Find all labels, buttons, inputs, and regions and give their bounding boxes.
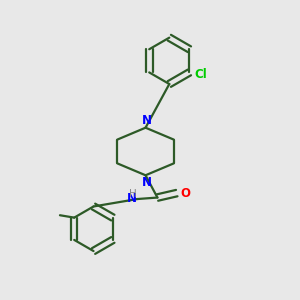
Text: N: N	[127, 192, 136, 205]
Text: H: H	[129, 189, 136, 199]
Text: O: O	[181, 187, 190, 200]
Text: N: N	[142, 176, 152, 190]
Text: Cl: Cl	[195, 68, 208, 81]
Text: N: N	[142, 113, 152, 127]
